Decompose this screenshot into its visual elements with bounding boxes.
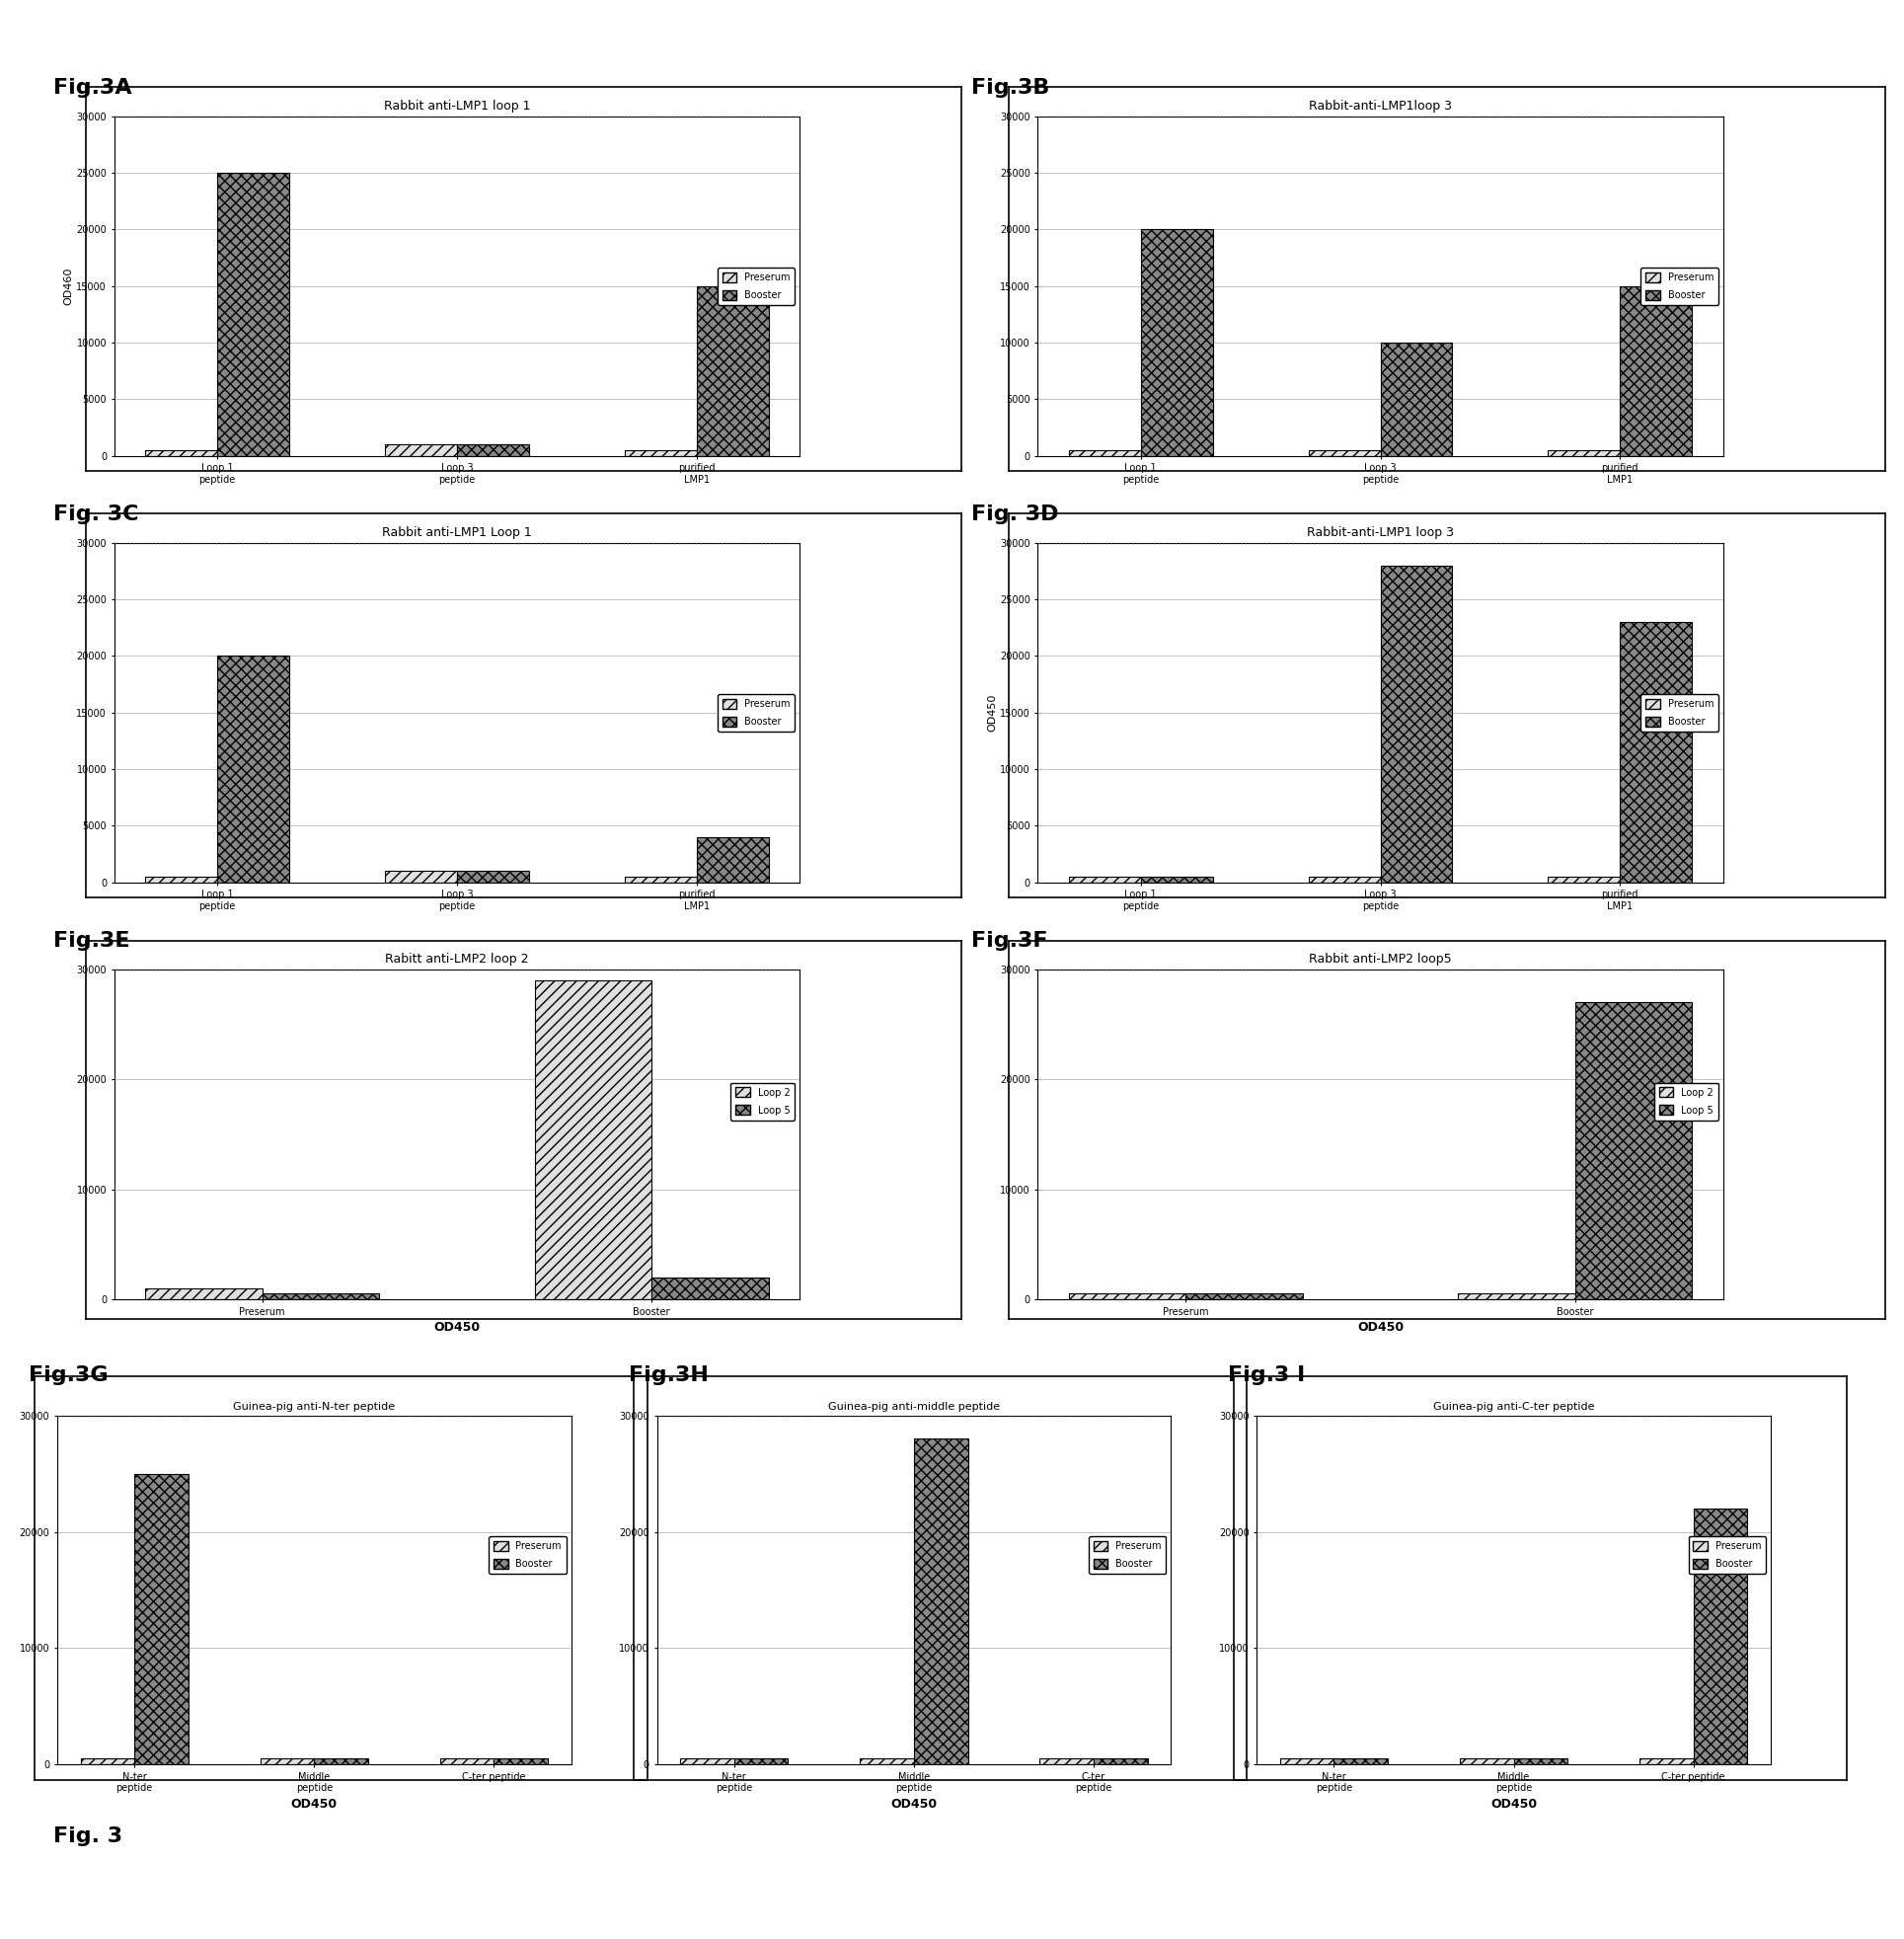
Bar [697,287,769,456]
Bar [1620,287,1693,456]
Text: Fig.3F: Fig.3F [971,931,1047,950]
Legend: Preserum, Booster: Preserum, Booster [1641,268,1717,304]
Bar [145,450,217,456]
Bar [697,838,769,882]
X-axis label: OD450: OD450 [891,1797,937,1811]
Bar [1575,1002,1693,1299]
Bar [1458,1293,1575,1299]
Bar [314,1759,367,1764]
Legend: Preserum, Booster: Preserum, Booster [489,1536,565,1574]
Bar [457,444,529,456]
Legend: Preserum, Booster: Preserum, Booster [1689,1536,1765,1574]
Bar [1335,1759,1388,1764]
Text: Fig.3A: Fig.3A [53,78,131,97]
Title: Rabbit-anti-LMP1loop 3: Rabbit-anti-LMP1loop 3 [1308,99,1453,112]
Title: Guinea-pig anti-middle peptide: Guinea-pig anti-middle peptide [828,1402,1000,1412]
Text: Fig.3 I: Fig.3 I [1228,1365,1306,1384]
Title: Rabbit anti-LMP2 loop5: Rabbit anti-LMP2 loop5 [1310,952,1451,966]
Text: Fig.3E: Fig.3E [53,931,129,950]
Text: Fig. 3D: Fig. 3D [971,504,1059,524]
Bar [1380,343,1453,456]
Bar [385,871,457,882]
Bar [440,1759,493,1764]
Bar [1620,622,1693,882]
Bar [680,1759,735,1764]
Bar [1068,450,1140,456]
Text: Fig. 3: Fig. 3 [53,1827,122,1846]
Title: Rabitt anti-LMP2 loop 2: Rabitt anti-LMP2 loop 2 [385,952,529,966]
Bar [1040,1759,1093,1764]
Bar [80,1759,135,1764]
Legend: Loop 2, Loop 5: Loop 2, Loop 5 [731,1082,794,1121]
Legend: Preserum, Booster: Preserum, Booster [718,268,794,304]
Bar [385,444,457,456]
Bar [145,876,217,882]
Bar [651,1278,769,1299]
Bar [1380,566,1453,882]
Bar [1068,876,1140,882]
Bar [263,1293,379,1299]
Y-axis label: OD460: OD460 [63,268,74,304]
Bar [1068,1293,1186,1299]
Bar [457,871,529,882]
Bar [1140,876,1213,882]
Legend: Loop 2, Loop 5: Loop 2, Loop 5 [1655,1082,1717,1121]
Text: Fig.3B: Fig.3B [971,78,1049,97]
Bar [1140,229,1213,456]
Bar [1093,1759,1148,1764]
X-axis label: OD450: OD450 [434,1320,480,1334]
Title: Rabbit anti-LMP1 Loop 1: Rabbit anti-LMP1 Loop 1 [383,525,531,539]
Bar [1460,1759,1514,1764]
X-axis label: OD450: OD450 [1358,1320,1403,1334]
Bar [1186,1293,1302,1299]
Text: Fig. 3C: Fig. 3C [53,504,139,524]
Title: Guinea-pig anti-C-ter peptide: Guinea-pig anti-C-ter peptide [1434,1402,1594,1412]
Legend: Preserum, Booster: Preserum, Booster [1641,694,1717,731]
Text: Fig.3G: Fig.3G [29,1365,109,1384]
Bar [261,1759,314,1764]
Bar [145,1287,263,1299]
Bar [914,1439,967,1764]
Bar [217,655,289,882]
Bar [1308,450,1380,456]
Bar [625,876,697,882]
Bar [625,450,697,456]
Bar [535,981,651,1299]
Bar [735,1759,788,1764]
Bar [1693,1509,1748,1764]
Bar [135,1474,188,1764]
Bar [493,1759,548,1764]
Title: Rabbit-anti-LMP1 loop 3: Rabbit-anti-LMP1 loop 3 [1306,525,1455,539]
Legend: Preserum, Booster: Preserum, Booster [1089,1536,1165,1574]
Bar [1308,876,1380,882]
Bar [1548,876,1620,882]
Legend: Preserum, Booster: Preserum, Booster [718,694,794,731]
X-axis label: OD450: OD450 [1491,1797,1537,1811]
X-axis label: OD450: OD450 [291,1797,337,1811]
Title: Rabbit anti-LMP1 loop 1: Rabbit anti-LMP1 loop 1 [385,99,529,112]
Bar [217,173,289,456]
Text: Fig.3H: Fig.3H [628,1365,708,1384]
Y-axis label: OD450: OD450 [986,694,998,731]
Bar [1639,1759,1693,1764]
Title: Guinea-pig anti-N-ter peptide: Guinea-pig anti-N-ter peptide [232,1402,396,1412]
Bar [1548,450,1620,456]
Bar [1514,1759,1567,1764]
Bar [1279,1759,1335,1764]
Bar [861,1759,914,1764]
